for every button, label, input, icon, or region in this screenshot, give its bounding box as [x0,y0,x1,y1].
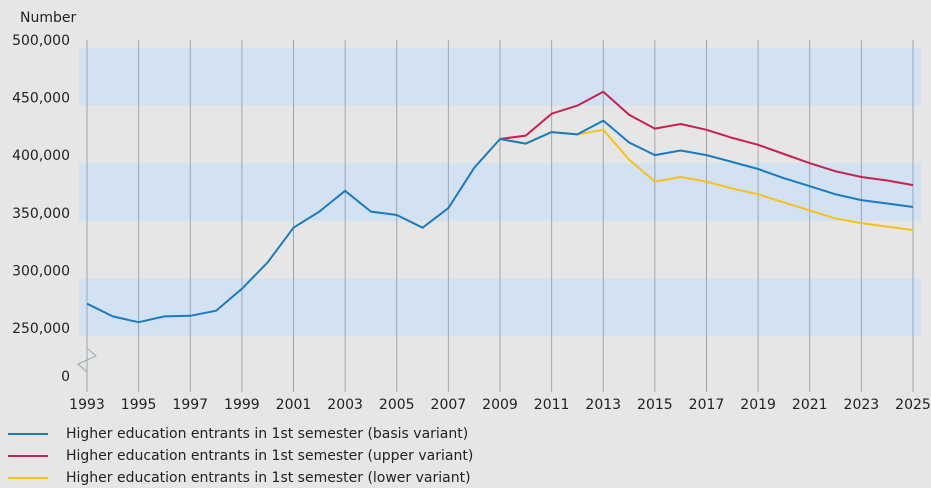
series-line [499,90,914,187]
x-tick-label: 2019 [740,397,776,413]
legend-label: Higher education entrants in 1st semeste… [66,426,468,442]
y-tick-label: 500,000 [12,33,70,49]
x-tick-label: 2017 [689,397,725,413]
x-tick-label: 1995 [121,397,157,413]
y-tick-label: 250,000 [12,321,70,337]
axis-break [77,347,97,373]
x-tick-label: 2015 [637,397,673,413]
x-tick-label: 2007 [431,397,467,413]
x-tick-label: 2025 [895,397,931,413]
x-tick-label: 2003 [327,397,363,413]
y-tick-label: 350,000 [12,206,70,222]
series-line [86,119,914,324]
x-tick-label: 2013 [585,397,621,413]
legend-label: Higher education entrants in 1st semeste… [66,448,473,464]
y-tick-label: 0 [61,369,70,385]
x-tick-label: 2005 [379,397,415,413]
x-tick-label: 1997 [172,397,208,413]
x-tick-label: 2023 [844,397,880,413]
x-tick-label: 2021 [792,397,828,413]
y-axis-label: Number [20,10,76,26]
x-tick-label: 2001 [276,397,312,413]
x-tick-label: 1999 [224,397,260,413]
x-tick-label: 1993 [69,397,105,413]
legend-label: Higher education entrants in 1st semeste… [66,470,471,486]
y-tick-label: 400,000 [12,148,70,164]
y-tick-label: 300,000 [12,263,70,279]
y-tick-label: 450,000 [12,91,70,107]
x-tick-label: 2009 [482,397,518,413]
x-tick-label: 2011 [534,397,570,413]
